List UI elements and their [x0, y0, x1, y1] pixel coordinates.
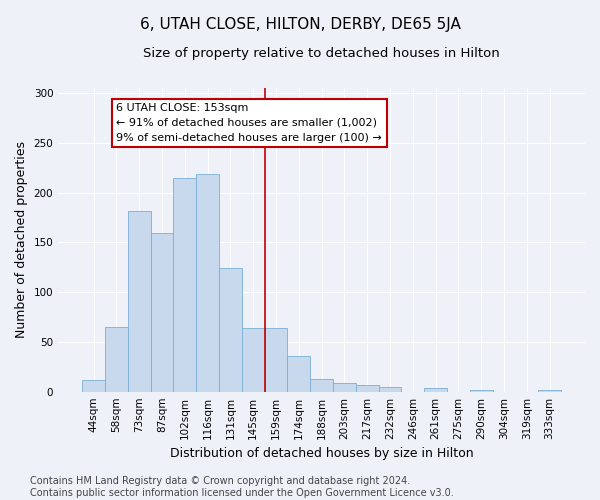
Bar — [265, 328, 287, 392]
Text: 6, UTAH CLOSE, HILTON, DERBY, DE65 5JA: 6, UTAH CLOSE, HILTON, DERBY, DE65 5JA — [140, 18, 460, 32]
Bar — [196, 174, 219, 392]
Bar — [538, 390, 561, 392]
Title: Size of property relative to detached houses in Hilton: Size of property relative to detached ho… — [143, 48, 500, 60]
Text: Contains HM Land Registry data © Crown copyright and database right 2024.
Contai: Contains HM Land Registry data © Crown c… — [30, 476, 454, 498]
Text: 6 UTAH CLOSE: 153sqm
← 91% of detached houses are smaller (1,002)
9% of semi-det: 6 UTAH CLOSE: 153sqm ← 91% of detached h… — [116, 103, 382, 142]
Bar — [310, 378, 333, 392]
Bar — [105, 327, 128, 392]
Bar — [333, 382, 356, 392]
Bar — [151, 234, 173, 392]
Bar — [242, 328, 265, 392]
Bar — [424, 388, 447, 392]
X-axis label: Distribution of detached houses by size in Hilton: Distribution of detached houses by size … — [170, 447, 473, 460]
Bar — [379, 386, 401, 392]
Bar — [470, 390, 493, 392]
Bar — [219, 268, 242, 392]
Bar — [82, 380, 105, 392]
Bar — [356, 384, 379, 392]
Y-axis label: Number of detached properties: Number of detached properties — [15, 142, 28, 338]
Bar — [128, 212, 151, 392]
Bar — [173, 178, 196, 392]
Bar — [287, 356, 310, 392]
